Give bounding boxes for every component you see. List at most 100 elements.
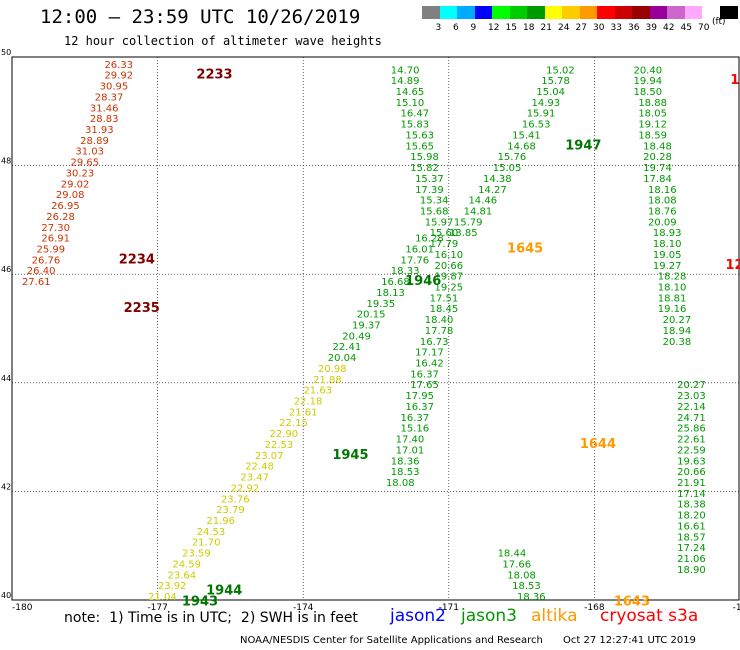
data-point-label: 20.98: [318, 364, 347, 375]
data-point-label: 15.63: [405, 130, 434, 141]
data-point-label: 16.53: [522, 120, 551, 131]
data-point-label: 15.34: [420, 196, 449, 207]
colorbar-label: 21: [540, 23, 552, 33]
data-point-label: 17.01: [396, 445, 425, 456]
time-annotation: 2234: [119, 252, 155, 267]
data-point-label: 19.94: [633, 76, 662, 87]
time-annotation: 1643: [614, 594, 650, 609]
data-point-label: 19.35: [367, 299, 396, 310]
x-tick-label: -16: [733, 603, 740, 613]
data-point-label: 22.15: [279, 418, 308, 429]
data-point-label: 15.79: [454, 217, 483, 228]
data-point-label: 20.27: [663, 315, 692, 326]
data-point-label: 18.10: [653, 239, 682, 250]
data-point-label: 30.23: [66, 168, 95, 179]
colorbar-swatch: [474, 6, 493, 19]
data-point-label: 20.38: [663, 337, 692, 348]
data-point-label: 17.24: [677, 543, 706, 554]
data-point-label: 18.36: [391, 456, 420, 467]
colorbar-label: 12: [488, 23, 500, 33]
data-point-label: 20.15: [357, 310, 386, 321]
time-annotation: 2233: [196, 68, 232, 83]
data-point-label: 15.10: [396, 98, 425, 109]
data-point-label: 31.93: [85, 125, 114, 136]
x-tick-label: -168: [584, 603, 605, 613]
colorbar-swatch: [457, 6, 475, 19]
data-point-label: 27.30: [41, 223, 70, 234]
data-point-label: 21.70: [192, 538, 221, 549]
data-point-label: 20.49: [342, 331, 371, 342]
data-point-label: 14.93: [532, 98, 561, 109]
plot-frame: [11, 56, 740, 601]
data-point-label: 23.47: [240, 473, 269, 484]
colorbar-swatch: [579, 6, 598, 19]
y-tick-label: 50: [1, 48, 11, 57]
data-point-label: 31.46: [90, 103, 119, 114]
data-point-label: 18.16: [648, 185, 677, 196]
data-point-label: 18.44: [498, 549, 527, 560]
colorbar-swatch: [667, 6, 685, 19]
legend-cryosat-s3a: cryosat s3a: [600, 606, 699, 626]
data-point-label: 14.65: [396, 87, 425, 98]
data-point-label: 19.12: [638, 120, 667, 131]
data-point-label: 17.39: [415, 185, 444, 196]
data-point-label: 20.40: [633, 65, 662, 76]
colorbar-label: 3: [435, 23, 442, 33]
data-point-label: 15.02: [546, 65, 575, 76]
time-annotation: 1206: [725, 258, 740, 273]
data-point-label: 18.57: [677, 532, 706, 543]
colorbar-label: 36: [628, 23, 640, 33]
data-point-label: 18.94: [663, 326, 692, 337]
data-point-label: 18.08: [386, 478, 415, 489]
colorbar-label: 30: [593, 23, 605, 33]
data-point-label: 23.03: [677, 391, 706, 402]
data-point-label: 15.04: [536, 87, 565, 98]
data-point-label: 15.76: [498, 152, 527, 163]
x-tick-label: -180: [12, 603, 33, 613]
data-point-label: 23.64: [168, 570, 197, 581]
data-point-label: 16.73: [420, 337, 449, 348]
y-tick-label: 46: [1, 265, 11, 274]
y-tick-label: 40: [1, 591, 11, 600]
time-annotation: 1944: [206, 584, 242, 599]
colorbar-unit: (ft): [712, 17, 726, 27]
time-annotation: 1645: [507, 241, 543, 256]
colorbar-label: 18: [523, 23, 535, 33]
data-point-label: 16.42: [415, 359, 444, 370]
data-point-label: 18.40: [425, 315, 454, 326]
data-point-label: 18.08: [507, 570, 536, 581]
colorbar-label: 9: [470, 23, 477, 33]
data-point-label: 24.53: [197, 527, 226, 538]
data-point-label: 18.33: [391, 266, 420, 277]
time-annotation: 1946: [405, 274, 441, 289]
colorbar-swatch: [509, 6, 528, 19]
data-point-label: 20.28: [643, 152, 672, 163]
colorbar-swatch: [422, 6, 440, 19]
data-point-label: 24.71: [677, 413, 706, 424]
x-tick-label: -174: [293, 603, 314, 613]
data-point-label: 21.63: [303, 386, 332, 397]
data-point-label: 17.17: [415, 348, 444, 359]
colorbar-swatch: [649, 6, 668, 19]
x-tick-label: -177: [147, 603, 167, 613]
time-annotation: 1943: [182, 594, 218, 609]
data-point-label: 18.36: [517, 592, 546, 603]
colorbar-swatch: [562, 6, 580, 19]
data-point-label: 16.28: [415, 234, 444, 245]
data-point-label: 26.28: [46, 212, 75, 223]
time-annotation: 1945: [332, 448, 368, 463]
data-point-label: 13.85: [449, 228, 478, 239]
time-annotation: 2235: [124, 301, 160, 316]
data-point-label: 23.92: [158, 581, 187, 592]
data-point-label: 18.81: [658, 293, 687, 304]
data-point-label: 19.63: [677, 456, 706, 467]
data-point-label: 17.66: [502, 559, 531, 570]
data-point-label: 20.09: [648, 217, 677, 228]
data-point-label: 22.59: [677, 445, 706, 456]
legend-altika: altika: [531, 606, 578, 626]
data-point-label: 30.95: [100, 82, 129, 93]
data-point-label: 15.82: [410, 163, 439, 174]
data-point-label: 28.89: [80, 136, 109, 147]
data-point-label: 18.13: [376, 288, 405, 299]
